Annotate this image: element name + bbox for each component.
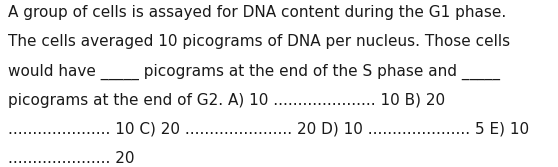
Text: The cells averaged 10 picograms of DNA per nucleus. Those cells: The cells averaged 10 picograms of DNA p… [8,34,511,49]
Text: A group of cells is assayed for DNA content during the G1 phase.: A group of cells is assayed for DNA cont… [8,5,507,20]
Text: picograms at the end of G2. A) 10 ..................... 10 B) 20: picograms at the end of G2. A) 10 ......… [8,93,445,108]
Text: would have _____ picograms at the end of the S phase and _____: would have _____ picograms at the end of… [8,63,501,80]
Text: ..................... 10 C) 20 ...................... 20 D) 10 .................: ..................... 10 C) 20 .........… [8,122,530,137]
Text: ..................... 20: ..................... 20 [8,151,135,166]
